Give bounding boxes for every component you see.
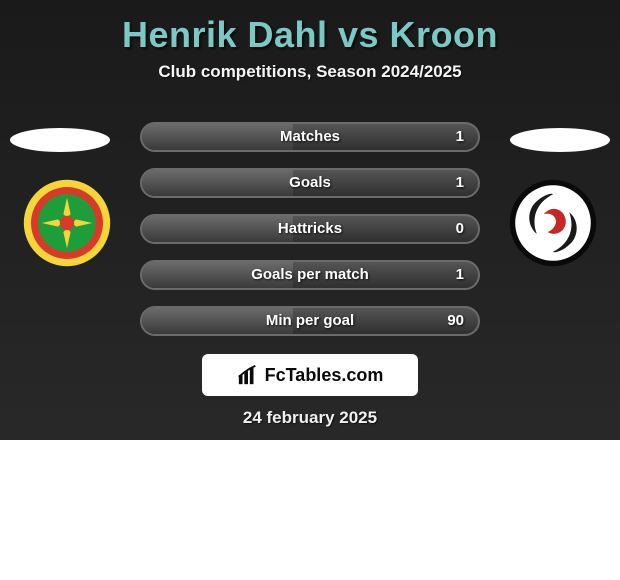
stat-value-right: 1 bbox=[456, 170, 464, 196]
stat-label: Goals per match bbox=[142, 262, 478, 288]
stat-rows: Matches 1 Goals 1 Hattricks 0 Goals per … bbox=[140, 122, 480, 352]
stat-label: Matches bbox=[142, 124, 478, 150]
page-title: Henrik Dahl vs Kroon bbox=[0, 14, 620, 56]
club-badge-left bbox=[22, 178, 112, 268]
stat-label: Goals bbox=[142, 170, 478, 196]
stat-value-right: 1 bbox=[456, 262, 464, 288]
date-line: 24 february 2025 bbox=[0, 408, 620, 428]
stat-row-min-per-goal: Min per goal 90 bbox=[140, 306, 480, 336]
player-name-oval-right bbox=[510, 128, 610, 152]
player-name-oval-left bbox=[10, 128, 110, 152]
brand-text: FcTables.com bbox=[265, 365, 384, 386]
stat-value-right: 0 bbox=[456, 216, 464, 242]
stat-row-hattricks: Hattricks 0 bbox=[140, 214, 480, 244]
club-badge-right bbox=[508, 178, 598, 268]
stat-row-goals: Goals 1 bbox=[140, 168, 480, 198]
infographic-canvas: Henrik Dahl vs Kroon Club competitions, … bbox=[0, 0, 620, 580]
chart-icon bbox=[237, 364, 259, 386]
stat-value-right: 90 bbox=[447, 308, 464, 334]
brand-box: FcTables.com bbox=[202, 354, 418, 396]
stat-value-right: 1 bbox=[456, 124, 464, 150]
stat-row-matches: Matches 1 bbox=[140, 122, 480, 152]
stat-label: Hattricks bbox=[142, 216, 478, 242]
stat-label: Min per goal bbox=[142, 308, 478, 334]
orebro-badge-icon bbox=[508, 178, 598, 268]
stat-row-goals-per-match: Goals per match 1 bbox=[140, 260, 480, 290]
gais-badge-icon bbox=[22, 178, 112, 268]
subtitle: Club competitions, Season 2024/2025 bbox=[0, 62, 620, 82]
